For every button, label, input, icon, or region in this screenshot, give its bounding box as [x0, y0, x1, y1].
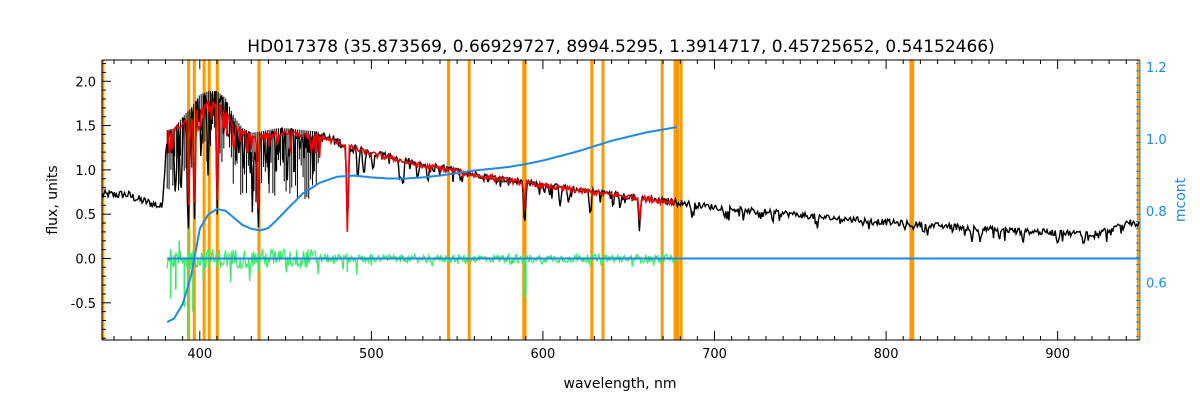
- y2-tick-label: 0.6: [1146, 277, 1167, 292]
- y2-tick-label: 0.8: [1146, 205, 1167, 220]
- x-tick-label: 400: [187, 347, 212, 362]
- y-tick-label: 0.0: [75, 252, 96, 267]
- y-tick-label: 0.5: [75, 208, 96, 223]
- y-tick-label: 1.5: [75, 120, 96, 135]
- x-tick-label: 700: [702, 347, 727, 362]
- residual-group: [166, 227, 678, 339]
- y2-axis-label: mcont: [1173, 177, 1189, 222]
- y-tick-label: 1.0: [75, 164, 96, 179]
- y2-tick-label: 1.0: [1146, 133, 1167, 148]
- model-spectrum-group: [166, 99, 677, 232]
- x-tick-label: 600: [531, 347, 556, 362]
- mcont-group: [166, 126, 1140, 323]
- model-spectrum-line: [166, 99, 677, 232]
- x-axis-label: wavelength, nm: [564, 376, 677, 392]
- axes-group: 400 500 600 700 800 900 -0.5 0.0 0.5 1.0 1.5 2.0 0.6…: [71, 59, 1167, 362]
- y2-tick-label: 1.2: [1146, 61, 1167, 76]
- y-tick-label: 2.0: [75, 75, 96, 90]
- x-tick-label: 500: [359, 347, 384, 362]
- y-axis-label: flux, units: [45, 165, 61, 234]
- residual-line: [166, 247, 678, 283]
- chart-title: HD017378 (35.873569, 0.66929727, 8994.52…: [247, 37, 995, 57]
- y-tick-label: -0.5: [71, 297, 96, 312]
- x-tick-label: 900: [1045, 347, 1070, 362]
- mcont-curve: [166, 126, 677, 323]
- x-tick-label: 800: [874, 347, 899, 362]
